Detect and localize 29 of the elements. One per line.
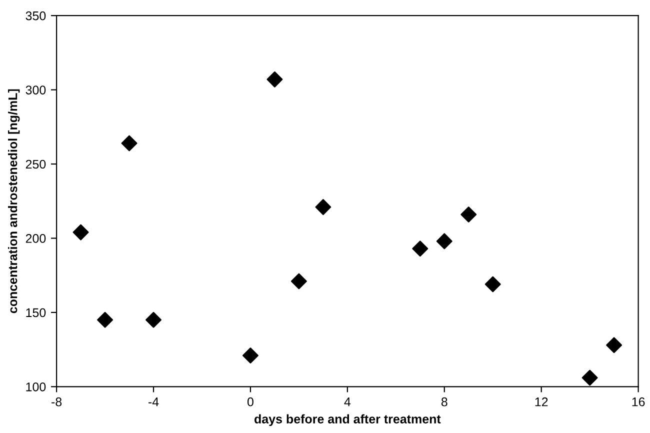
y-tick-label: 250 xyxy=(26,160,46,169)
x-axis-title: days before and after treatment xyxy=(254,414,441,426)
y-tick-label: 100 xyxy=(26,382,46,392)
x-tick-label: 12 xyxy=(535,397,548,406)
point xyxy=(606,337,622,354)
y-axis-title: concentration androstenediol [ng/mL] xyxy=(8,89,20,314)
y-tick-label: 200 xyxy=(26,234,46,243)
point xyxy=(72,224,89,240)
point xyxy=(242,348,258,364)
x-tick-label: 8 xyxy=(441,397,448,406)
point xyxy=(484,276,501,292)
x-tick-label: -4 xyxy=(148,398,159,406)
point xyxy=(146,312,162,328)
point xyxy=(97,312,114,328)
point xyxy=(412,240,428,257)
point xyxy=(290,273,307,290)
y-tick-label: 350 xyxy=(26,11,46,20)
point xyxy=(266,71,283,88)
x-tick-label: 0 xyxy=(247,397,254,406)
point xyxy=(582,370,598,386)
y-tick-label: 300 xyxy=(26,86,46,94)
point xyxy=(436,233,452,250)
y-tick-label: 150 xyxy=(26,308,46,318)
point xyxy=(121,135,138,152)
x-tick-label: -8 xyxy=(52,397,62,406)
x-tick-label: 4 xyxy=(344,398,351,406)
x-tick-label: 16 xyxy=(632,397,645,406)
point xyxy=(460,206,477,222)
point xyxy=(315,199,332,216)
